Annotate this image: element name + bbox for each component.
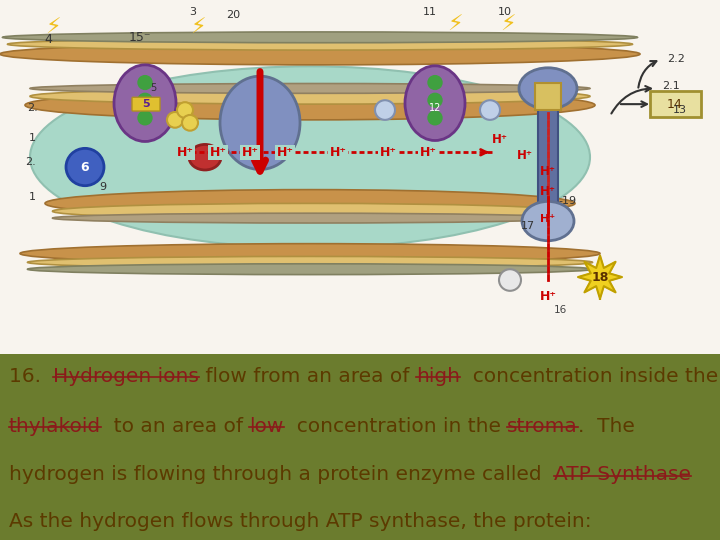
Text: Hydrogen ions: Hydrogen ions (53, 367, 199, 386)
Circle shape (138, 93, 152, 107)
Text: high: high (416, 367, 460, 386)
Text: 5: 5 (142, 99, 150, 109)
Text: 2.: 2. (24, 157, 35, 167)
Text: 4: 4 (44, 33, 52, 46)
Text: 11: 11 (423, 7, 437, 17)
Text: ATP Synthase: ATP Synthase (554, 465, 691, 484)
Text: 1: 1 (29, 192, 35, 201)
Polygon shape (578, 255, 622, 299)
Text: .: . (691, 465, 720, 484)
Ellipse shape (522, 201, 574, 241)
Ellipse shape (53, 213, 567, 223)
Ellipse shape (53, 204, 567, 219)
Text: 16: 16 (554, 305, 567, 315)
Text: H⁺: H⁺ (539, 290, 557, 303)
Text: H⁺: H⁺ (540, 185, 556, 198)
Text: 20: 20 (226, 10, 240, 20)
Text: H⁺: H⁺ (276, 146, 294, 159)
Text: 15⁻: 15⁻ (129, 31, 151, 44)
Ellipse shape (519, 68, 577, 109)
Text: concentration in the: concentration in the (284, 417, 507, 436)
Text: H⁺: H⁺ (379, 146, 397, 159)
Text: H⁺: H⁺ (492, 133, 508, 146)
Circle shape (167, 112, 183, 128)
Text: H⁺: H⁺ (420, 146, 436, 159)
Text: flow from an area of: flow from an area of (199, 367, 416, 386)
Circle shape (177, 102, 193, 118)
Text: 16.: 16. (9, 367, 53, 386)
Text: 13: 13 (673, 105, 687, 115)
Text: H⁺: H⁺ (241, 146, 258, 159)
Circle shape (66, 148, 104, 186)
Ellipse shape (220, 76, 300, 170)
Text: As the hydrogen flows through ATP synthase, the protein:: As the hydrogen flows through ATP syntha… (9, 512, 591, 531)
Text: 9: 9 (99, 181, 107, 192)
Ellipse shape (7, 38, 632, 50)
Text: 17: 17 (521, 221, 535, 231)
Text: ⚡: ⚡ (45, 17, 60, 37)
Ellipse shape (27, 256, 593, 268)
Circle shape (499, 269, 521, 291)
Text: 18: 18 (591, 271, 608, 284)
Text: 5: 5 (150, 83, 156, 93)
Ellipse shape (20, 244, 600, 264)
Ellipse shape (0, 43, 640, 65)
Ellipse shape (189, 144, 221, 170)
Text: 14: 14 (667, 98, 683, 111)
Text: thylakoid: thylakoid (9, 417, 101, 436)
Text: 10: 10 (498, 7, 512, 17)
FancyBboxPatch shape (538, 98, 558, 208)
Text: -19: -19 (559, 197, 577, 206)
Text: low: low (249, 417, 284, 436)
Circle shape (375, 100, 395, 120)
Circle shape (428, 93, 442, 107)
Circle shape (138, 76, 152, 90)
Ellipse shape (30, 66, 590, 248)
Ellipse shape (2, 32, 637, 43)
Text: .  The: . The (577, 417, 634, 436)
Circle shape (428, 111, 442, 125)
Text: H⁺: H⁺ (540, 165, 556, 178)
Circle shape (182, 115, 198, 131)
Text: hydrogen is flowing through a protein enzyme called: hydrogen is flowing through a protein en… (9, 465, 554, 484)
FancyBboxPatch shape (535, 83, 561, 110)
Text: H⁺: H⁺ (541, 214, 556, 224)
Text: 2.2: 2.2 (667, 54, 685, 64)
FancyBboxPatch shape (650, 91, 701, 117)
Text: ⚡: ⚡ (447, 15, 463, 35)
FancyBboxPatch shape (132, 97, 160, 111)
Text: to an area of: to an area of (101, 417, 249, 436)
Text: 2.: 2. (27, 103, 37, 113)
Text: 2.1: 2.1 (662, 82, 680, 91)
Text: stroma: stroma (507, 417, 577, 436)
Text: H⁺: H⁺ (517, 148, 533, 162)
Ellipse shape (114, 65, 176, 141)
Text: 1: 1 (29, 132, 35, 143)
Text: 12: 12 (429, 103, 441, 113)
Circle shape (138, 111, 152, 125)
Text: ⚡: ⚡ (190, 17, 206, 37)
Ellipse shape (30, 84, 590, 93)
Text: ⚡: ⚡ (500, 15, 516, 35)
Text: 6: 6 (81, 160, 89, 173)
Text: H⁺: H⁺ (210, 146, 227, 159)
Circle shape (480, 100, 500, 120)
Text: concentration inside the: concentration inside the (460, 367, 719, 386)
Text: H⁺: H⁺ (330, 146, 346, 159)
Text: H⁺: H⁺ (176, 146, 194, 159)
Ellipse shape (405, 66, 465, 140)
Ellipse shape (25, 90, 595, 120)
Ellipse shape (45, 190, 575, 217)
Ellipse shape (27, 264, 593, 275)
Circle shape (428, 76, 442, 90)
Text: 3: 3 (189, 7, 197, 17)
Ellipse shape (30, 89, 590, 104)
